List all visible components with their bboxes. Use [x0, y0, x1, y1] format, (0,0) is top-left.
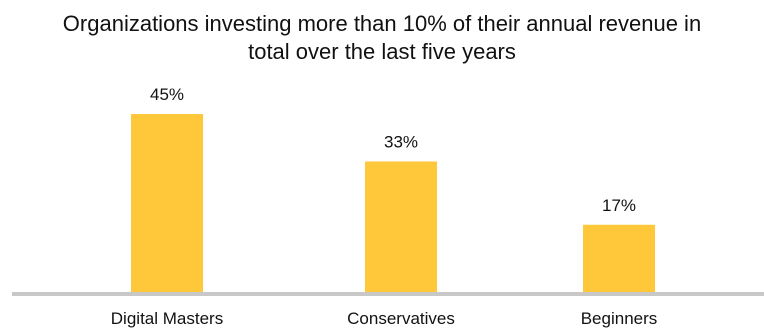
value-labels-group: 45% 33% 17%	[150, 85, 636, 215]
bar-digital-masters	[131, 114, 203, 292]
category-label-beginners: Beginners	[581, 309, 658, 328]
chart-title-line-1: Organizations investing more than 10% of…	[62, 11, 702, 36]
category-label-digital-masters: Digital Masters	[111, 309, 223, 328]
value-label-conservatives: 33%	[384, 132, 418, 151]
chart-title: Organizations investing more than 10% of…	[0, 10, 764, 66]
bar-conservatives	[365, 161, 437, 292]
category-labels-group: Digital Masters Conservatives Beginners	[111, 309, 657, 328]
category-label-conservatives: Conservatives	[347, 309, 455, 328]
chart-title-line-2: total over the last five years	[248, 39, 516, 64]
x-axis-baseline	[12, 292, 764, 296]
value-label-digital-masters: 45%	[150, 85, 184, 104]
bar-beginners	[583, 224, 655, 292]
bars-group	[131, 114, 655, 292]
value-label-beginners: 17%	[602, 196, 636, 215]
